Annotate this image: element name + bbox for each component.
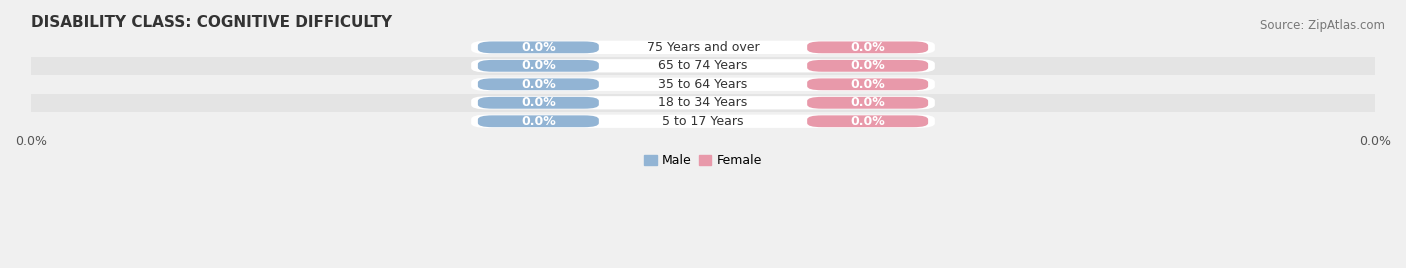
Text: 65 to 74 Years: 65 to 74 Years (658, 59, 748, 72)
FancyBboxPatch shape (478, 79, 599, 90)
FancyBboxPatch shape (807, 60, 928, 72)
Text: 35 to 64 Years: 35 to 64 Years (658, 78, 748, 91)
FancyBboxPatch shape (807, 97, 928, 109)
FancyBboxPatch shape (471, 96, 935, 109)
Text: DISABILITY CLASS: COGNITIVE DIFFICULTY: DISABILITY CLASS: COGNITIVE DIFFICULTY (31, 15, 392, 30)
FancyBboxPatch shape (31, 75, 1375, 94)
Text: 18 to 34 Years: 18 to 34 Years (658, 96, 748, 109)
FancyBboxPatch shape (471, 115, 935, 128)
Text: 0.0%: 0.0% (522, 96, 555, 109)
FancyBboxPatch shape (478, 60, 599, 72)
FancyBboxPatch shape (478, 115, 599, 127)
FancyBboxPatch shape (478, 42, 599, 53)
Text: 0.0%: 0.0% (851, 115, 884, 128)
Text: 0.0%: 0.0% (522, 41, 555, 54)
FancyBboxPatch shape (471, 41, 935, 54)
Text: Source: ZipAtlas.com: Source: ZipAtlas.com (1260, 19, 1385, 32)
Text: 5 to 17 Years: 5 to 17 Years (662, 115, 744, 128)
FancyBboxPatch shape (807, 115, 928, 127)
Text: 0.0%: 0.0% (851, 96, 884, 109)
Text: 0.0%: 0.0% (522, 115, 555, 128)
FancyBboxPatch shape (807, 79, 928, 90)
Legend: Male, Female: Male, Female (640, 149, 766, 172)
Text: 0.0%: 0.0% (522, 78, 555, 91)
FancyBboxPatch shape (807, 42, 928, 53)
Text: 0.0%: 0.0% (851, 41, 884, 54)
FancyBboxPatch shape (478, 97, 599, 109)
FancyBboxPatch shape (31, 94, 1375, 112)
FancyBboxPatch shape (471, 78, 935, 91)
Text: 0.0%: 0.0% (851, 59, 884, 72)
FancyBboxPatch shape (31, 57, 1375, 75)
Text: 0.0%: 0.0% (522, 59, 555, 72)
Text: 0.0%: 0.0% (851, 78, 884, 91)
FancyBboxPatch shape (31, 38, 1375, 57)
Text: 75 Years and over: 75 Years and over (647, 41, 759, 54)
FancyBboxPatch shape (31, 112, 1375, 131)
FancyBboxPatch shape (471, 59, 935, 72)
